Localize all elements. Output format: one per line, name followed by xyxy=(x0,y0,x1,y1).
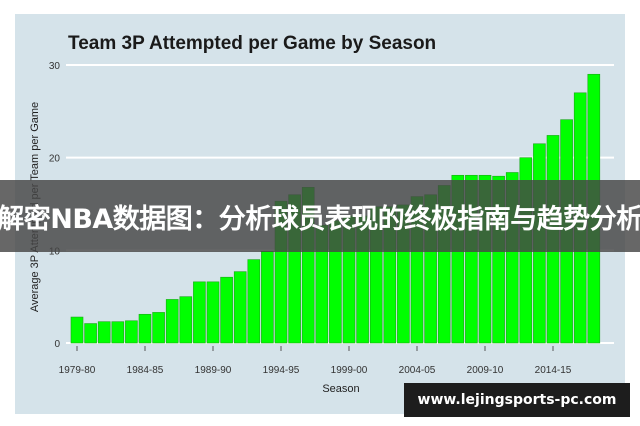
x-tick-label: 1999-00 xyxy=(331,365,368,376)
bar-1979-80 xyxy=(70,316,84,344)
x-tick-labels: 1979-80 1984-85 1989-90 1994-95 1999-00 2004-… xyxy=(59,346,572,376)
x-tick-label: 1979-80 xyxy=(59,365,96,376)
y-tick-label: 30 xyxy=(49,61,61,72)
x-tick-label: 1984-85 xyxy=(127,365,164,376)
y-tick-label: 0 xyxy=(54,339,60,350)
x-tick-label: 2014-15 xyxy=(535,365,572,376)
title-banner: 解密NBA数据图：分析球员表现的终极指南与趋势分析 xyxy=(0,180,640,252)
bar-1981-82 xyxy=(97,321,111,344)
bar-1991-92 xyxy=(233,271,247,344)
bar-1987-88 xyxy=(179,296,193,344)
bar-1989-90 xyxy=(206,281,220,344)
x-axis-title: Season xyxy=(322,383,359,395)
x-tick-label: 2004-05 xyxy=(399,365,436,376)
x-tick-label: 1994-95 xyxy=(263,365,300,376)
chart-title: Team 3P Attempted per Game by Season xyxy=(68,33,437,54)
bar-1992-93 xyxy=(247,259,261,344)
bar-1993-94 xyxy=(261,250,274,344)
watermark-link[interactable]: www.lejingsports-pc.com xyxy=(404,383,630,417)
bar-1988-89 xyxy=(193,281,206,344)
x-tick-label: 2009-10 xyxy=(467,365,504,376)
bar-1983-84 xyxy=(125,320,138,344)
bar-1982-83 xyxy=(111,321,125,344)
y-tick-label: 20 xyxy=(49,154,61,165)
bar-1984-85 xyxy=(138,313,152,344)
bar-1980-81 xyxy=(84,323,97,344)
bar-1985-86 xyxy=(152,312,165,344)
x-tick-label: 1989-90 xyxy=(195,365,232,376)
banner-text: 解密NBA数据图：分析球员表现的终极指南与趋势分析 xyxy=(0,203,640,235)
bar-1990-91 xyxy=(220,276,233,344)
bar-1986-87 xyxy=(165,299,179,344)
